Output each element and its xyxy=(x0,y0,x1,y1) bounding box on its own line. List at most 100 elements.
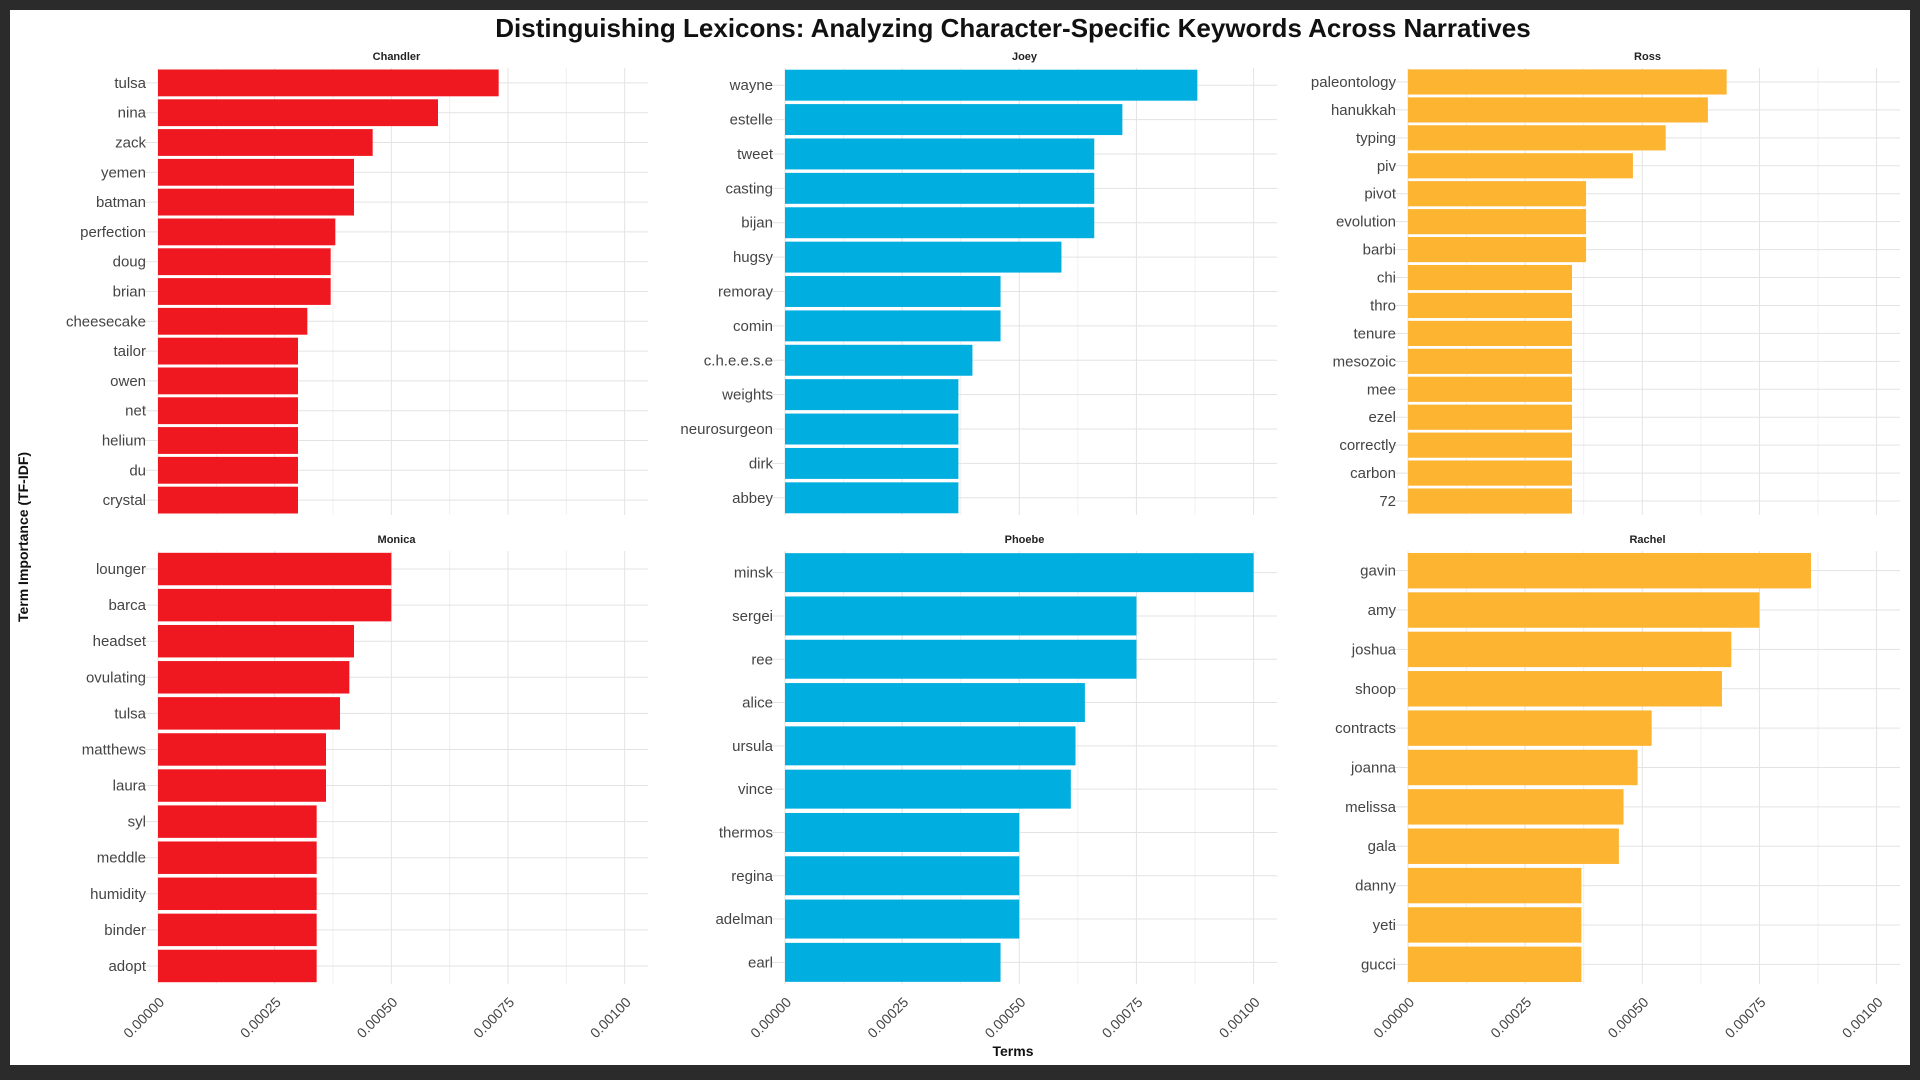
x-axis-title: Terms xyxy=(993,1043,1034,1059)
bar-chandler-9 xyxy=(158,337,298,365)
category-label: tailor xyxy=(113,343,146,360)
category-label: humidity xyxy=(90,886,146,903)
bar-joey-7 xyxy=(785,310,1001,342)
bar-rachel-8 xyxy=(1408,867,1582,904)
category-label: remoray xyxy=(718,284,774,301)
category-label: thro xyxy=(1370,297,1396,314)
bar-phoebe-1 xyxy=(785,596,1137,636)
panel-monica: Monica lounger barca headset ovulating tulsa m… xyxy=(82,534,648,1041)
bar-ross-6 xyxy=(1408,237,1587,263)
bar-ross-8 xyxy=(1408,292,1572,319)
bar-rachel-7 xyxy=(1408,828,1619,864)
bar-rachel-9 xyxy=(1408,907,1582,943)
chart-frame: Distinguishing Lexicons: Analyzing Chara… xyxy=(10,10,1910,1065)
bar-joey-9 xyxy=(785,379,959,411)
bar-joey-12 xyxy=(785,482,959,514)
bar-monica-11 xyxy=(158,949,317,983)
bar-chandler-13 xyxy=(158,456,298,484)
x-tick-label: 0.00000 xyxy=(747,994,794,1041)
category-label: estelle xyxy=(730,112,773,129)
category-label: ovulating xyxy=(86,669,146,686)
panel-rachel: Rachel gavin amy joshua shoop contracts joanna… xyxy=(1335,534,1900,1041)
x-tick-label: 0.00100 xyxy=(587,994,634,1041)
bar-joey-1 xyxy=(785,104,1123,136)
category-label: net xyxy=(125,403,147,420)
bar-ross-3 xyxy=(1408,153,1633,179)
category-label: casting xyxy=(725,180,773,197)
category-label: typing xyxy=(1356,130,1396,147)
category-label: tulsa xyxy=(114,705,146,722)
bar-joey-11 xyxy=(785,447,959,479)
bar-ross-4 xyxy=(1408,181,1587,207)
category-label: owen xyxy=(110,373,146,390)
bar-ross-5 xyxy=(1408,209,1587,235)
bar-phoebe-6 xyxy=(785,812,1020,852)
category-label: ezel xyxy=(1368,409,1396,426)
bar-ross-0 xyxy=(1408,69,1727,95)
bar-monica-8 xyxy=(158,841,317,874)
bar-phoebe-7 xyxy=(785,856,1020,896)
category-label: gala xyxy=(1368,838,1397,855)
category-label: adelman xyxy=(715,911,773,928)
bar-ross-2 xyxy=(1408,125,1666,151)
bar-chandler-7 xyxy=(158,278,331,305)
x-tick-label: 0.00100 xyxy=(1839,994,1886,1041)
category-label: neurosurgeon xyxy=(680,421,773,438)
bar-chandler-11 xyxy=(158,397,298,425)
bar-chandler-2 xyxy=(158,129,373,156)
bar-monica-9 xyxy=(158,877,317,911)
bar-ross-11 xyxy=(1408,376,1572,402)
category-label: sergei xyxy=(732,608,773,625)
category-label: minsk xyxy=(734,565,774,582)
x-tick-label: 0.00075 xyxy=(1099,994,1146,1041)
category-label: adopt xyxy=(108,958,146,975)
category-label: mee xyxy=(1367,381,1396,398)
bar-ross-15 xyxy=(1408,488,1572,514)
category-label: doug xyxy=(113,254,146,271)
category-label: yemen xyxy=(101,164,146,181)
category-label: earl xyxy=(748,954,773,971)
panel-strip-label: Chandler xyxy=(373,51,421,63)
x-tick-label: 0.00075 xyxy=(1722,994,1769,1041)
bar-ross-13 xyxy=(1408,432,1572,458)
category-label: binder xyxy=(104,922,146,939)
bar-joey-10 xyxy=(785,413,959,445)
x-tick-label: 0.00075 xyxy=(470,994,517,1041)
category-label: correctly xyxy=(1339,437,1396,454)
category-label: dirk xyxy=(749,455,774,472)
bar-rachel-3 xyxy=(1408,671,1722,707)
bar-rachel-4 xyxy=(1408,710,1652,746)
bar-joey-6 xyxy=(785,276,1001,307)
bar-joey-2 xyxy=(785,138,1095,170)
bar-monica-0 xyxy=(158,552,392,586)
bar-joey-3 xyxy=(785,172,1095,204)
bar-rachel-5 xyxy=(1408,749,1638,786)
x-tick-label: 0.00050 xyxy=(353,994,400,1041)
category-label: helium xyxy=(102,433,146,450)
category-label: weights xyxy=(721,387,773,404)
category-label: meddle xyxy=(97,850,146,867)
bar-chandler-0 xyxy=(158,69,499,97)
x-tick-label: 0.00050 xyxy=(981,994,1028,1041)
bar-monica-4 xyxy=(158,697,340,730)
category-label: yeti xyxy=(1373,917,1396,934)
panel-strip-label: Monica xyxy=(378,534,417,546)
category-label: hugsy xyxy=(733,249,774,266)
bar-chandler-5 xyxy=(158,218,336,246)
category-label: piv xyxy=(1377,158,1397,175)
category-label: laura xyxy=(113,778,147,795)
category-label: ree xyxy=(751,651,773,668)
bar-joey-5 xyxy=(785,241,1062,273)
panel-strip-label: Rachel xyxy=(1629,534,1665,546)
bar-ross-10 xyxy=(1408,348,1572,374)
category-label: bijan xyxy=(741,215,773,232)
bar-rachel-0 xyxy=(1408,552,1811,589)
x-tick-label: 0.00100 xyxy=(1216,994,1263,1041)
bar-monica-10 xyxy=(158,913,317,947)
category-label: vince xyxy=(738,781,773,798)
category-label: paleontology xyxy=(1311,74,1397,91)
bar-monica-6 xyxy=(158,769,326,802)
bar-ross-7 xyxy=(1408,264,1572,291)
x-tick-label: 0.00025 xyxy=(864,994,911,1041)
category-label: headset xyxy=(93,633,147,650)
